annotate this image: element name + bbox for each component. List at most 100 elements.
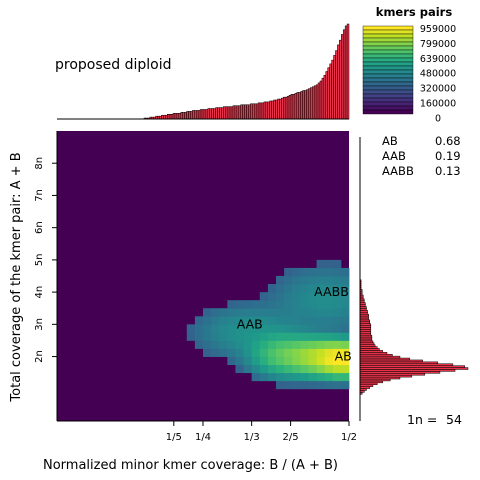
heatmap-cell [316, 340, 326, 349]
heatmap-cell [243, 324, 253, 333]
heatmap-cell [292, 308, 301, 317]
heatmap-cell [284, 364, 293, 374]
colorbar-swatch [362, 49, 414, 55]
right-histogram-bar [359, 378, 391, 382]
heatmap-cell [235, 356, 244, 366]
top-histogram-bar [271, 100, 274, 120]
top-histogram-bar [313, 85, 317, 120]
top-histogram-bar [300, 91, 303, 120]
heatmap-cell [211, 332, 220, 341]
top-histogram-bar [304, 90, 307, 120]
heatmap-cell [259, 348, 269, 357]
fraction-label: AB [382, 134, 398, 148]
heatmap-cell [324, 348, 334, 357]
right-histogram-bar [359, 310, 368, 313]
heatmap-cell [267, 332, 277, 341]
x-tick-label: 1/3 [244, 432, 260, 443]
right-histogram-bar [359, 373, 426, 376]
heatmap-cell [324, 308, 334, 317]
right-histogram-bar [359, 336, 373, 340]
heatmap-cell [243, 340, 253, 349]
heatmap-cell [332, 276, 342, 285]
heatmap-cell [227, 332, 236, 341]
top-histogram-bar [294, 93, 298, 120]
heatmap-cell [235, 340, 244, 349]
heatmap-cell [251, 316, 261, 325]
top-histogram-bar [240, 104, 243, 120]
heatmap-cell [235, 324, 244, 333]
heatmap-cell [276, 372, 285, 382]
colorbar-swatch [362, 77, 414, 83]
heatmap-cell [259, 372, 269, 382]
heatmap-cell [267, 300, 277, 309]
right-histogram-bar [359, 386, 370, 389]
heatmap-cell [332, 372, 342, 382]
heatmap-cell [332, 292, 342, 301]
heatmap-cell [332, 316, 342, 325]
heatmap-cell [251, 340, 261, 349]
heatmap-cell [211, 308, 220, 317]
y-tick-label: 6n [34, 221, 45, 234]
heatmap-cell [227, 300, 236, 309]
top-histogram-bar [232, 105, 236, 120]
colorbar-swatch [362, 89, 414, 95]
heatmap-cell [316, 348, 326, 357]
heatmap-cell [267, 316, 277, 325]
heatmap-cell [340, 292, 350, 301]
heatmap-cell [251, 348, 261, 357]
heatmap-cell [332, 380, 342, 390]
x-tick-label: 1/5 [166, 432, 182, 443]
top-histogram-bar [174, 113, 178, 120]
heatmap-cell [267, 372, 277, 382]
heatmap-cell [316, 316, 326, 325]
top-histogram-bar [252, 103, 255, 120]
heatmap-cell [340, 308, 350, 317]
right-histogram-bar [359, 355, 401, 359]
heatmap-cell [276, 284, 285, 293]
right-histogram-bar [359, 353, 393, 357]
top-histogram-bar [298, 92, 301, 120]
heatmap-cell [259, 356, 269, 366]
heatmap-cell [251, 300, 261, 309]
colorbar-swatch [362, 69, 414, 75]
top-histogram-bar [286, 95, 290, 120]
x-tick-label: 1/2 [341, 432, 357, 443]
heatmap-cell [194, 324, 204, 333]
heatmap-cell [332, 259, 342, 269]
heatmap-cell [300, 267, 309, 277]
top-histogram-bar [315, 84, 319, 120]
top-histogram-bar [325, 71, 328, 120]
heatmap-cell [203, 324, 212, 333]
top-histogram-bar [223, 106, 226, 120]
heatmap-cell [340, 300, 350, 309]
right-histogram-bar [359, 323, 372, 326]
heatmap-cell [267, 284, 277, 293]
heatmap-cell [276, 316, 285, 325]
heatmap-cell [292, 364, 301, 374]
heatmap-cell [300, 316, 309, 325]
top-histogram-bar [254, 103, 257, 120]
heatmap-cell [292, 292, 301, 301]
heatmap-cell [308, 348, 317, 357]
heatmap-cell [211, 324, 220, 333]
top-histogram-bar [284, 96, 288, 120]
heatmap-cell [219, 316, 228, 325]
heatmap-cell [259, 300, 269, 309]
right-histogram-bar [359, 308, 367, 311]
colorbar-swatch [362, 53, 414, 59]
heatmap-cell [324, 316, 334, 325]
top-histogram-bar [331, 59, 334, 120]
heatmap-cell [332, 308, 342, 317]
top-histogram-bar [207, 108, 211, 120]
heatmap-cell [324, 380, 334, 390]
heatmap-cell [340, 276, 350, 285]
heatmap-cell [300, 348, 309, 357]
heatmap-cell [316, 356, 326, 366]
heatmap-cell [308, 364, 317, 374]
top-histogram-bar [273, 99, 276, 120]
heatmap-cell [308, 332, 317, 341]
one-n-value: 54 [446, 412, 462, 427]
heatmap-cell [316, 372, 326, 382]
top-histogram-bar [342, 29, 346, 120]
top-histogram-bar [186, 111, 189, 120]
